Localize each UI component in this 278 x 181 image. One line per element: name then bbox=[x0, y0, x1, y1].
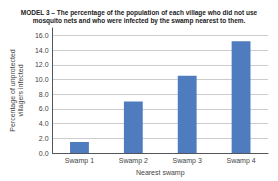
svg-text:mosquito nets and who were inf: mosquito nets and who were infected by t… bbox=[33, 17, 246, 25]
svg-text:Swamp 4: Swamp 4 bbox=[226, 157, 255, 165]
svg-text:MODEL 3 – The percentage of th: MODEL 3 – The percentage of the populati… bbox=[21, 9, 258, 17]
svg-text:villagers infected: villagers infected bbox=[17, 64, 25, 116]
svg-text:Swamp 3: Swamp 3 bbox=[173, 157, 202, 165]
svg-text:2.0: 2.0 bbox=[39, 135, 49, 142]
svg-text:0.0: 0.0 bbox=[39, 150, 49, 157]
svg-text:Swamp 2: Swamp 2 bbox=[119, 157, 148, 165]
svg-text:Percentage of unprotected: Percentage of unprotected bbox=[9, 49, 17, 132]
svg-text:8.0: 8.0 bbox=[39, 91, 49, 98]
svg-text:14.0: 14.0 bbox=[35, 47, 49, 54]
svg-text:12.0: 12.0 bbox=[35, 61, 49, 68]
svg-text:Swamp 1: Swamp 1 bbox=[65, 157, 94, 165]
svg-text:4.0: 4.0 bbox=[39, 120, 49, 127]
svg-text:16.0: 16.0 bbox=[35, 32, 49, 39]
svg-text:6.0: 6.0 bbox=[39, 105, 49, 112]
svg-text:Nearest swamp: Nearest swamp bbox=[136, 169, 185, 177]
svg-text:10.0: 10.0 bbox=[35, 76, 49, 83]
